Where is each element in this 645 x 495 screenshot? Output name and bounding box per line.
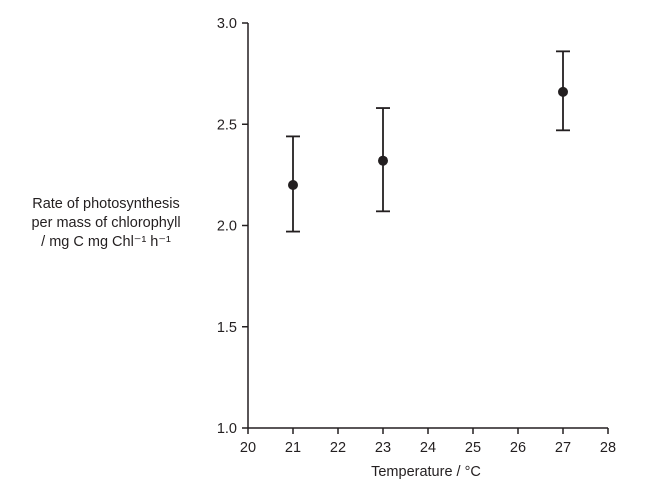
y-tick-label: 1.5 [217, 320, 237, 336]
x-tick-label: 23 [375, 440, 391, 456]
y-tick-label: 2.0 [217, 219, 237, 235]
data-points [286, 50, 570, 233]
x-tick-label: 24 [420, 440, 436, 456]
y-tick-label: 3.0 [217, 16, 237, 32]
y-axis-label: Rate of photosynthesis per mass of chlor… [4, 195, 208, 252]
x-tick-label: 25 [465, 440, 481, 456]
y-tick-label: 2.5 [217, 117, 237, 133]
x-tick-label: 27 [555, 440, 571, 456]
y-axis-label-line-1: Rate of photosynthesis [32, 196, 180, 212]
x-axis-label: Temperature / °C [371, 464, 481, 480]
data-point [558, 86, 568, 97]
data-point [378, 155, 388, 166]
x-tick-label: 21 [285, 440, 301, 456]
x-tick-label: 26 [510, 440, 526, 456]
y-axis-label-line-3: / mg C mg Chl⁻¹ h⁻¹ [41, 234, 171, 250]
y-ticks: 1.0 1.5 2.0 2.5 3.0 [217, 16, 248, 437]
x-tick-label: 22 [330, 440, 346, 456]
y-tick-label: 1.0 [217, 421, 237, 437]
data-point [288, 180, 298, 190]
y-axis-label-line-2: per mass of chlorophyll [31, 215, 181, 231]
x-tick-label: 28 [600, 440, 616, 456]
x-tick-label: 20 [240, 440, 256, 456]
x-ticks: 20 21 22 23 24 25 26 27 28 [240, 428, 616, 456]
